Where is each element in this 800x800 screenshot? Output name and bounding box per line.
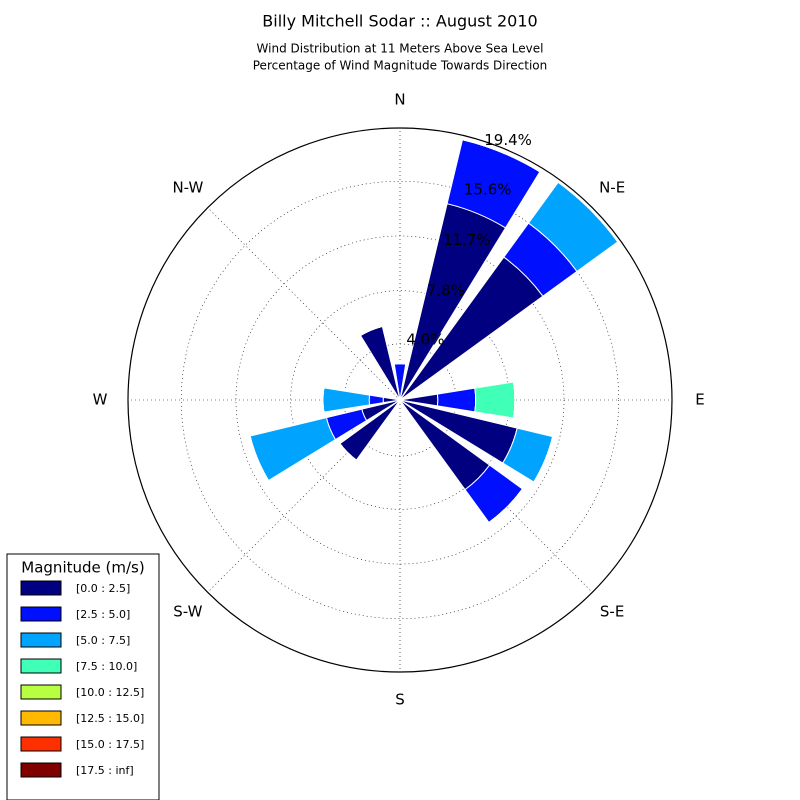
direction-label: N-E (599, 178, 625, 196)
legend-title: Magnitude (m/s) (21, 559, 144, 577)
chart-subtitle: Percentage of Wind Magnitude Towards Dir… (253, 59, 547, 73)
grid-spoke (207, 399, 401, 593)
legend-swatch (20, 632, 62, 648)
grid-ring (180, 180, 620, 620)
wind-bar (513, 381, 516, 419)
wind-bar (249, 435, 269, 481)
direction-label: N-W (172, 178, 203, 196)
chart-title: Billy Mitchell Sodar :: August 2010 (262, 12, 537, 31)
r-tick-label: 7.8% (427, 281, 465, 299)
legend-label: [17.5 : inf] (76, 764, 134, 777)
legend-swatch (20, 736, 62, 752)
direction-label: W (93, 391, 108, 409)
r-tick-label: 15.6% (464, 180, 512, 198)
wind-bar (533, 436, 554, 483)
chart-subtitle: Wind Distribution at 11 Meters Above Sea… (257, 42, 544, 56)
legend-label: [12.5 : 15.0] (76, 712, 144, 725)
wind-bar (474, 381, 516, 419)
legend-swatch (20, 658, 62, 674)
legend-label: [10.0 : 12.5] (76, 686, 144, 699)
r-tick-label: 11.7% (443, 231, 491, 249)
legend: Magnitude (m/s) [0.0 : 2.5] [2.5 : 5.0] [5.… (6, 553, 160, 800)
wind-bar (368, 394, 384, 406)
wind-bar (462, 139, 541, 173)
legend-label: [2.5 : 5.0] (76, 608, 130, 621)
legend-swatch (20, 606, 62, 622)
grid-spoke (207, 207, 401, 401)
legend-swatch (20, 684, 62, 700)
legend-label: [7.5 : 10.0] (76, 660, 137, 673)
legend-label: [5.0 : 7.5] (76, 634, 130, 647)
direction-label: S-E (600, 603, 624, 621)
r-tick-label: 19.4% (484, 131, 532, 149)
polar-frame (127, 127, 673, 673)
direction-label: E (695, 391, 704, 409)
direction-label: N (394, 91, 405, 109)
legend-label: [15.0 : 17.5] (76, 738, 144, 751)
legend-swatch (20, 762, 62, 778)
legend-swatch (20, 580, 62, 596)
legend-swatch (20, 710, 62, 726)
direction-label: S-W (173, 603, 202, 621)
legend-label: [0.0 : 2.5] (76, 582, 130, 595)
wind-bar (339, 443, 357, 461)
r-tick-label: 4.0% (406, 331, 444, 349)
direction-label: S (395, 691, 405, 709)
wind-bar (322, 387, 325, 413)
grid-ring (235, 235, 565, 565)
